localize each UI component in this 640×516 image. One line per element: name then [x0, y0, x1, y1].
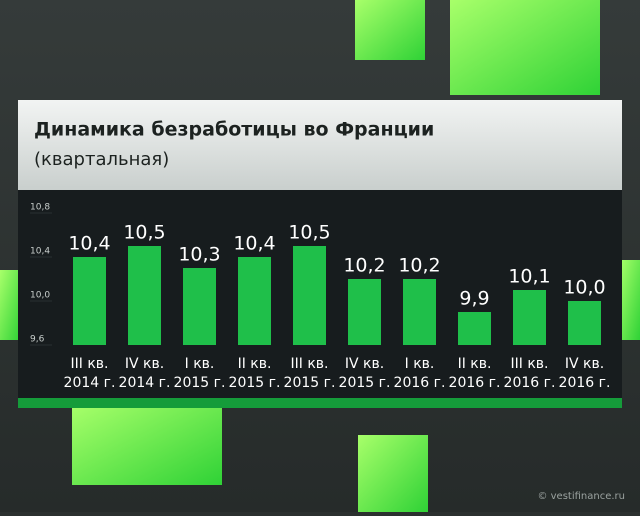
x-tick-label: I кв. [185, 356, 215, 372]
x-tick-label: 2015 г. [339, 375, 391, 391]
chart-subtitle: (квартальная) [34, 149, 169, 170]
decor-cube [620, 260, 640, 340]
x-tick-label: 2016 г. [449, 375, 501, 391]
bar [513, 290, 546, 345]
value-label: 10,5 [123, 222, 165, 244]
y-tick-label: 10,4 [30, 247, 50, 257]
x-tick-label: 2016 г. [559, 375, 611, 391]
title-panel [18, 100, 622, 190]
x-tick-label: 2014 г. [64, 375, 116, 391]
x-tick-label: 2015 г. [229, 375, 281, 391]
x-tick-label: 2016 г. [394, 375, 446, 391]
decor-cube [450, 0, 600, 95]
bar [458, 312, 491, 345]
value-label: 10,4 [233, 233, 275, 255]
value-label: 10,2 [343, 255, 385, 277]
x-tick-label: III кв. [71, 356, 109, 372]
x-tick-label: IV кв. [345, 356, 384, 372]
value-label: 10,4 [68, 233, 110, 255]
value-label: 9,9 [459, 288, 489, 310]
x-tick-label: III кв. [511, 356, 549, 372]
y-tick-label: 9,6 [30, 335, 45, 345]
x-tick-label: III кв. [291, 356, 329, 372]
bar [128, 246, 161, 345]
value-label: 10,0 [563, 277, 605, 299]
bar [403, 279, 436, 345]
x-tick-label: 2014 г. [119, 375, 171, 391]
decor-cube [358, 435, 428, 512]
x-tick-label: I кв. [405, 356, 435, 372]
x-tick-label: 2016 г. [504, 375, 556, 391]
x-tick-label: II кв. [238, 356, 272, 372]
bar [293, 246, 326, 345]
x-tick-label: II кв. [458, 356, 492, 372]
value-label: 10,5 [288, 222, 330, 244]
bottom-strip [18, 398, 622, 408]
bar [183, 268, 216, 345]
watermark: © vestifinance.ru [537, 491, 625, 502]
decor-cube [72, 405, 222, 485]
value-label: 10,1 [508, 266, 550, 288]
decor-cube [355, 0, 425, 60]
decor-cube [0, 270, 20, 340]
y-tick-label: 10,8 [30, 203, 50, 213]
bar [73, 257, 106, 345]
bar [238, 257, 271, 345]
x-tick-label: IV кв. [125, 356, 164, 372]
x-tick-label: 2015 г. [174, 375, 226, 391]
value-label: 10,3 [178, 244, 220, 266]
y-tick-label: 10,0 [30, 291, 50, 301]
chart-title: Динамика безработицы во Франции [34, 119, 434, 141]
bar [348, 279, 381, 345]
x-tick-label: 2015 г. [284, 375, 336, 391]
value-label: 10,2 [398, 255, 440, 277]
bar [568, 301, 601, 345]
x-tick-label: IV кв. [565, 356, 604, 372]
